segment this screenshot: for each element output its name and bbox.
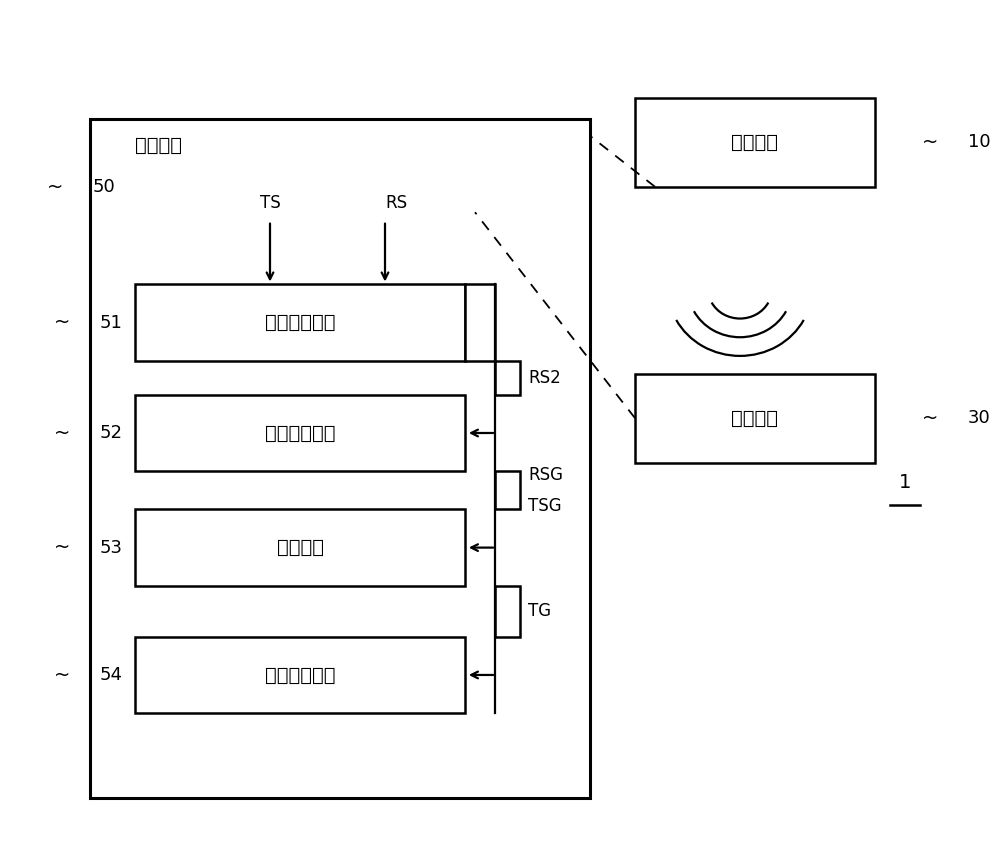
Bar xyxy=(495,471,520,509)
Text: 处理装置: 处理装置 xyxy=(135,136,182,155)
Bar xyxy=(135,509,465,586)
Text: 信号分割模块: 信号分割模块 xyxy=(265,424,335,442)
Text: TS: TS xyxy=(260,194,280,212)
Text: 54: 54 xyxy=(100,666,123,684)
Text: RS: RS xyxy=(385,194,407,212)
Text: TSG: TSG xyxy=(528,497,562,514)
Bar xyxy=(135,284,465,361)
Text: ~: ~ xyxy=(922,408,938,428)
Text: RS2: RS2 xyxy=(528,368,561,387)
Text: 扬声装置: 扬声装置 xyxy=(732,132,778,152)
Text: 干扰消除模块: 干扰消除模块 xyxy=(265,313,335,332)
Text: ~: ~ xyxy=(922,132,938,152)
Text: 筛选模块: 筛选模块 xyxy=(277,538,324,557)
Bar xyxy=(635,374,875,463)
Bar xyxy=(90,119,590,798)
Text: TG: TG xyxy=(528,602,551,621)
Bar xyxy=(635,98,875,187)
Text: 53: 53 xyxy=(100,538,123,557)
Text: ~: ~ xyxy=(47,177,63,196)
Text: 10: 10 xyxy=(968,133,991,151)
Text: 能量决定模块: 能量决定模块 xyxy=(265,666,335,684)
Text: ~: ~ xyxy=(54,424,70,442)
Text: 1: 1 xyxy=(899,474,911,492)
Bar xyxy=(465,284,495,361)
Text: 收音装置: 收音装置 xyxy=(732,408,778,428)
Bar xyxy=(495,361,520,395)
Text: 50: 50 xyxy=(93,177,116,196)
Bar xyxy=(495,586,520,637)
Bar xyxy=(135,637,465,713)
Text: RSG: RSG xyxy=(528,466,563,484)
Text: ~: ~ xyxy=(54,313,70,332)
Text: 30: 30 xyxy=(968,409,991,427)
Text: ~: ~ xyxy=(54,538,70,557)
Text: ~: ~ xyxy=(54,666,70,684)
Text: 52: 52 xyxy=(100,424,123,442)
Text: 51: 51 xyxy=(100,313,123,332)
Bar xyxy=(135,395,465,471)
